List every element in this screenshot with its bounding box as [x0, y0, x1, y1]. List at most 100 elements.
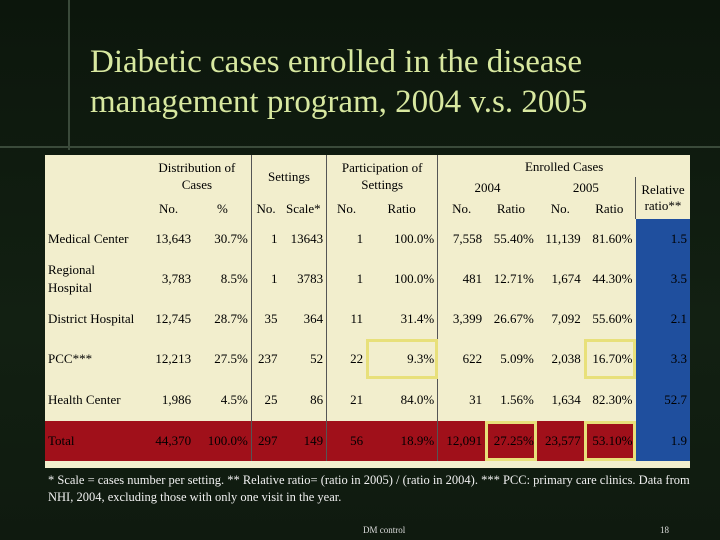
- cell-dist-pct: 8.5%: [220, 271, 248, 286]
- total-part-no: 56: [326, 421, 367, 461]
- cell-relative: 3.3: [635, 339, 690, 379]
- cell-set-no: 25: [250, 379, 281, 421]
- cell-2004-ratio: 1.56%: [500, 392, 534, 407]
- cell-set-scale: 3783: [297, 271, 324, 286]
- cell-2004-ratio: 26.67%: [493, 311, 534, 326]
- subheader-empty: [45, 197, 143, 219]
- cell-dist-no: 12,213: [155, 351, 192, 366]
- total-part-ratio: 18.9%: [366, 421, 438, 461]
- cell-2005-ratio-highlighted: 16.70%: [583, 339, 636, 379]
- cell-dist-no: 13,643: [155, 231, 192, 246]
- cell-part-no: 1: [326, 259, 367, 299]
- footnote: * Scale = cases number per setting. ** R…: [48, 473, 690, 504]
- total-2004-ratio-highlighted: 27.25%: [485, 421, 537, 461]
- subheader-set-no: No.: [250, 197, 281, 219]
- cell-2005-ratio: 55.60%: [592, 311, 633, 326]
- table-row: Health Center 1,986 4.5% 25 86 21 84.0% …: [45, 379, 690, 421]
- row-label: PCC***: [48, 351, 93, 366]
- cell-part-no: 21: [326, 379, 367, 421]
- table-row: Regional Hospital 3,783 8.5% 1 3783 1 10…: [45, 259, 690, 299]
- footer-label: DM control: [363, 525, 406, 535]
- total-2004-no: 12,091: [437, 421, 486, 461]
- table-row: Medical Center 13,643 30.7% 1 13643 1 10…: [45, 219, 690, 259]
- cell-dist-pct: 4.5%: [220, 392, 248, 407]
- vertical-rule: [68, 0, 70, 150]
- cell-set-scale: 86: [310, 392, 324, 407]
- data-table-container: Distribution of Cases Settings Participa…: [45, 155, 690, 468]
- header-empty: [45, 155, 143, 197]
- cell-part-ratio: 84.0%: [400, 392, 435, 407]
- table-row: PCC*** 12,213 27.5% 237 52 22 9.3% 622 5…: [45, 339, 690, 379]
- subheader-part-no: No.: [326, 197, 367, 219]
- cell-relative: 52.7: [635, 379, 690, 421]
- cell-2004-no: 31: [437, 379, 486, 421]
- cell-dist-pct: 27.5%: [214, 351, 248, 366]
- page-number: 18: [660, 525, 669, 535]
- horizontal-rule: [0, 146, 720, 148]
- header-participation: Participation of Settings: [326, 155, 438, 197]
- total-set-scale: 149: [280, 421, 327, 461]
- total-row: Total 44,370 100.0% 297 149 56 18.9% 12,…: [45, 421, 690, 461]
- cell-dist-no: 3,783: [161, 271, 192, 286]
- cell-2005-ratio: 82.30%: [592, 392, 633, 407]
- subheader-2005-no: No.: [550, 200, 570, 216]
- cell-2005-ratio: 81.60%: [592, 231, 633, 246]
- cell-set-no: 237: [250, 339, 281, 379]
- subheader-dist-no: No.: [159, 200, 179, 216]
- cell-relative: 2.1: [635, 299, 690, 339]
- cell-dist-no: 12,745: [155, 311, 192, 326]
- subheader-dist-pct: %: [217, 200, 228, 216]
- cell-2005-no: 1,674: [551, 271, 581, 286]
- cell-2005-no: 11,139: [545, 231, 581, 246]
- total-2005-no: 23,577: [536, 421, 584, 461]
- cell-part-ratio: 31.4%: [400, 311, 435, 326]
- row-label: Health Center: [48, 392, 121, 407]
- cell-set-scale: 52: [310, 351, 324, 366]
- cell-2005-no: 7,092: [551, 311, 581, 326]
- total-relative: 1.9: [635, 421, 690, 461]
- cell-2004-no: 3,399: [437, 299, 486, 339]
- header-2004: 2004: [437, 177, 537, 197]
- subheader-2004-no: No.: [437, 197, 486, 219]
- cell-set-no: 1: [250, 219, 281, 259]
- header-2005: 2005: [572, 179, 599, 195]
- total-2005-ratio-highlighted: 53.10%: [583, 421, 636, 461]
- total-label: Total: [45, 421, 143, 461]
- subheader-set-scale: Scale*: [285, 200, 321, 216]
- cell-dist-no: 1,986: [161, 392, 192, 407]
- header-distribution: Distribution of Cases: [158, 160, 236, 192]
- cell-2004-no: 622: [437, 339, 486, 379]
- table-row: District Hospital 12,745 28.7% 35 364 11…: [45, 299, 690, 339]
- total-dist-pct: 100.0%: [194, 421, 252, 461]
- row-label: District Hospital: [48, 311, 135, 326]
- cell-part-ratio: 100.0%: [394, 231, 435, 246]
- subheader-2005-ratio: Ratio: [595, 200, 624, 216]
- header-settings: Settings: [250, 155, 327, 197]
- cell-part-ratio-highlighted: 9.3%: [366, 339, 438, 379]
- subheader-part-ratio: Ratio: [387, 200, 416, 216]
- cell-part-no: 11: [326, 299, 367, 339]
- header-relative: Relative ratio**: [635, 177, 690, 219]
- cell-part-no: 22: [326, 339, 367, 379]
- cell-2004-no: 481: [437, 259, 486, 299]
- cell-2005-no: 1,634: [551, 392, 581, 407]
- cell-set-no: 35: [250, 299, 281, 339]
- cell-relative: 1.5: [635, 219, 690, 259]
- total-dist-no: 44,370: [143, 421, 195, 461]
- total-set-no: 297: [250, 421, 281, 461]
- cell-2004-ratio: 55.40%: [493, 231, 534, 246]
- cell-dist-pct: 30.7%: [214, 231, 248, 246]
- cell-2004-ratio: 5.09%: [500, 351, 534, 366]
- cell-dist-pct: 28.7%: [214, 311, 248, 326]
- cell-set-scale: 364: [303, 311, 324, 326]
- cell-2004-ratio: 12.71%: [493, 271, 534, 286]
- row-label: Medical Center: [48, 231, 129, 246]
- subheader-2004-ratio: Ratio: [496, 200, 526, 216]
- slide-title: Diabetic cases enrolled in the disease m…: [90, 44, 588, 120]
- cell-relative: 3.5: [635, 259, 690, 299]
- header-enrolled: Enrolled Cases: [437, 155, 690, 177]
- cell-part-no: 1: [326, 219, 367, 259]
- cell-2004-no: 7,558: [437, 219, 486, 259]
- data-table: Distribution of Cases Settings Participa…: [45, 155, 690, 461]
